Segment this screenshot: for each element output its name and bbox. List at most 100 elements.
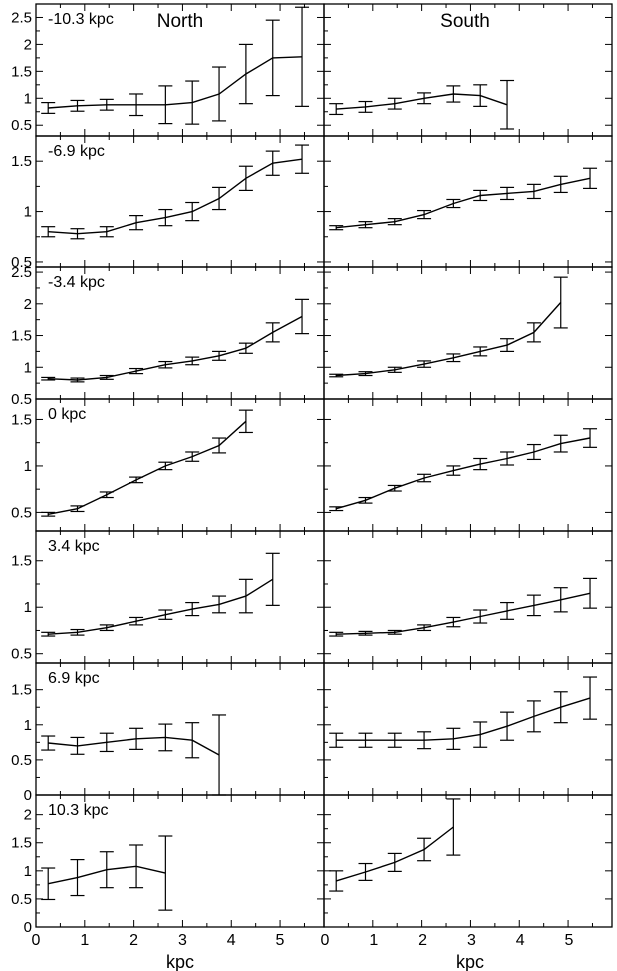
error-bar [417, 209, 432, 220]
panel-south-2 [323, 266, 613, 400]
series-line [48, 315, 303, 381]
error-bar [500, 601, 515, 620]
error-bar [129, 616, 144, 626]
error-bar [526, 594, 541, 617]
series-line [48, 158, 303, 235]
error-bar [583, 167, 598, 189]
error-bar [185, 356, 200, 366]
error-bar [212, 186, 227, 211]
y-tick-label: 1.5 [11, 553, 32, 570]
panel-frame [323, 266, 613, 400]
error-bar [129, 476, 144, 484]
error-bar [358, 630, 373, 636]
error-bar [99, 226, 114, 238]
error-bar [129, 367, 144, 375]
series-line [48, 736, 220, 756]
error-bar [329, 225, 344, 231]
error-bar [446, 727, 461, 750]
y-tick-label: 0.5 [11, 504, 32, 521]
error-bar [41, 735, 56, 751]
panel-frame [323, 794, 613, 928]
series-line [336, 177, 591, 229]
panel-frame [323, 398, 613, 532]
error-bar [417, 731, 432, 750]
error-bar [500, 338, 515, 353]
error-bar [553, 587, 568, 613]
error-bar [583, 676, 598, 720]
y-tick-label: 0.5 [11, 254, 32, 271]
error-bar [387, 484, 402, 492]
error-bar [99, 624, 114, 632]
x-tick-label: 4 [516, 932, 525, 949]
x-tick-label: 5 [565, 932, 574, 949]
error-bar [295, 6, 310, 107]
error-bar [500, 451, 515, 466]
error-bar [387, 97, 402, 110]
y-tick-label: 0 [24, 787, 32, 804]
error-bar [99, 851, 114, 889]
error-bar [41, 226, 56, 238]
row-label: 10.3 kpc [48, 802, 108, 819]
error-bar [583, 428, 598, 448]
column-title-south: South [440, 11, 490, 32]
error-bar [473, 84, 488, 107]
row-label: -6.9 kpc [48, 143, 105, 160]
error-bar [238, 342, 253, 354]
y-tick-label: 1.5 [11, 328, 32, 345]
error-bar [500, 711, 515, 741]
error-bar [265, 150, 280, 176]
x-tick-label: 4 [227, 932, 236, 949]
x-tick-label: 3 [178, 932, 187, 949]
error-bar [212, 437, 227, 454]
column-title-north: North [157, 11, 203, 32]
error-bar [129, 844, 144, 889]
error-bar [70, 505, 85, 513]
error-bar [553, 691, 568, 724]
y-tick-label: 2 [24, 36, 32, 53]
error-bar [358, 100, 373, 113]
panels-group: 0.5 1 1.5 2 2.5 -10.3 kpc 0.5 1 1.5 -6.9 kpc 0.5 1 1… [11, 3, 613, 936]
error-bar [158, 85, 173, 125]
error-bar [70, 736, 85, 755]
error-bar [238, 43, 253, 105]
x-tick-label: 3 [467, 932, 476, 949]
error-bar [358, 496, 373, 504]
x-tick-label: 2 [418, 932, 427, 949]
x-tick-label: 1 [80, 932, 89, 949]
row-label: -3.4 kpc [48, 274, 105, 291]
error-bar [41, 101, 56, 114]
error-bar [129, 727, 144, 750]
error-bar [329, 732, 344, 748]
error-bar [446, 465, 461, 476]
error-bar [158, 723, 173, 752]
error-bar [553, 434, 568, 453]
panel-south-5 [323, 662, 613, 796]
error-bar [417, 360, 432, 368]
error-bar [185, 201, 200, 222]
y-tick-label: 1.5 [11, 153, 32, 170]
panel-south-3 [323, 398, 613, 532]
error-bar [553, 276, 568, 329]
error-bar [99, 491, 114, 499]
error-bar [417, 624, 432, 632]
error-bar [329, 870, 344, 892]
error-bar [526, 443, 541, 461]
panel-frame [323, 662, 613, 796]
y-tick-label: 1 [24, 599, 32, 616]
error-bar [387, 366, 402, 373]
error-bar [70, 99, 85, 112]
error-bar [446, 353, 461, 363]
error-bar [446, 198, 461, 209]
error-bar [583, 577, 598, 609]
x-axis-label-north: kpc [166, 952, 194, 971]
error-bar [238, 409, 253, 434]
x-tick-label: 5 [276, 932, 285, 949]
y-tick-label: 1.5 [11, 682, 32, 699]
error-bar [387, 218, 402, 226]
error-bar [158, 208, 173, 227]
error-bar [129, 215, 144, 231]
error-bar [329, 506, 344, 512]
error-bar [265, 552, 280, 606]
x-tick-label: 0 [321, 932, 330, 949]
error-bar [295, 144, 310, 174]
